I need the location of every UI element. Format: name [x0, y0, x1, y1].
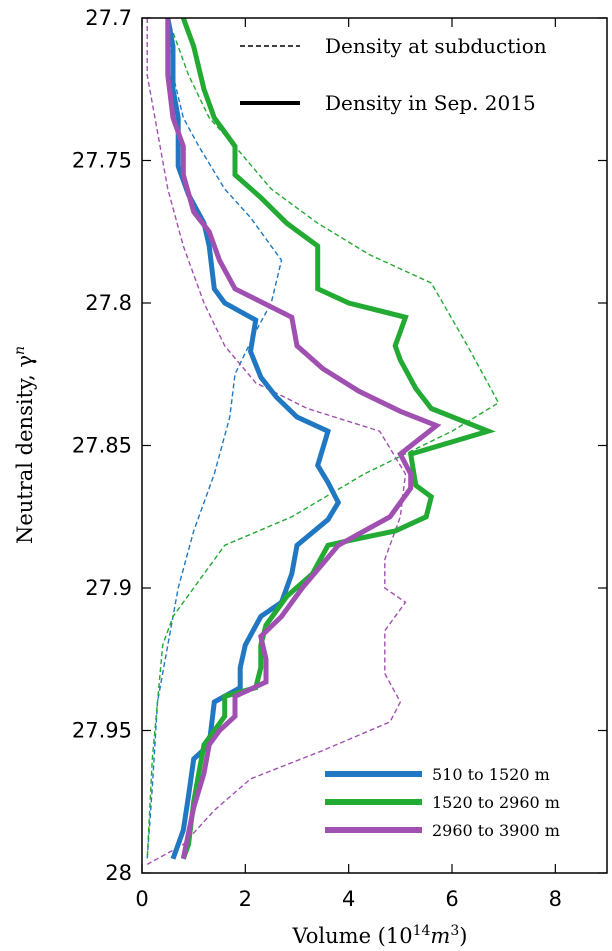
y-tick-label: 27.75	[72, 149, 132, 173]
y-tick-label: 27.8	[85, 291, 132, 315]
series-line-2960-to-3900-m-sep2015	[165, 18, 442, 860]
series-line-510-to-1520-m-sep2015	[165, 17, 342, 860]
y-tick-label: 27.9	[85, 576, 132, 600]
series-line-510-to-1520-m-subduction	[146, 17, 283, 859]
y-tick-label: 28	[105, 861, 132, 885]
series-layer	[146, 17, 500, 866]
x-tick-label: 6	[445, 887, 458, 911]
x-axis-label: Volume (1014m3)	[292, 923, 468, 948]
series-line-1520-to-2960-m-subduction	[146, 17, 500, 859]
y-tick-label: 27.7	[85, 6, 132, 30]
legend-label-dashed: Density at subduction	[325, 34, 547, 58]
y-tick-label: 27.85	[72, 434, 132, 458]
legend-layer: Density at subduction Density in Sep. 201…	[240, 34, 560, 840]
legend-label-510-to-1520-m: 510 to 1520 m	[432, 765, 550, 784]
legend-label-solid: Density in Sep. 2015	[325, 91, 536, 115]
y-axis-label: Neutral density, γn	[12, 346, 37, 544]
x-tick-label: 4	[342, 887, 355, 911]
y-tick-label: 27.95	[72, 719, 132, 743]
legend-label-1520-to-2960-m: 1520 to 2960 m	[432, 793, 560, 812]
series-line-2960-to-3900-m-subduction	[146, 18, 407, 866]
legend-label-2960-to-3900-m: 2960 to 3900 m	[432, 821, 560, 840]
ticks-layer: 0 2 4 6 8 27.7 27.75 27.8 27.85 27.9 27.95 28	[72, 6, 607, 911]
x-tick-label: 8	[549, 887, 562, 911]
series-line-1520-to-2960-m-sep2015	[180, 17, 496, 860]
x-tick-label: 0	[135, 887, 148, 911]
x-tick-label: 2	[239, 887, 252, 911]
